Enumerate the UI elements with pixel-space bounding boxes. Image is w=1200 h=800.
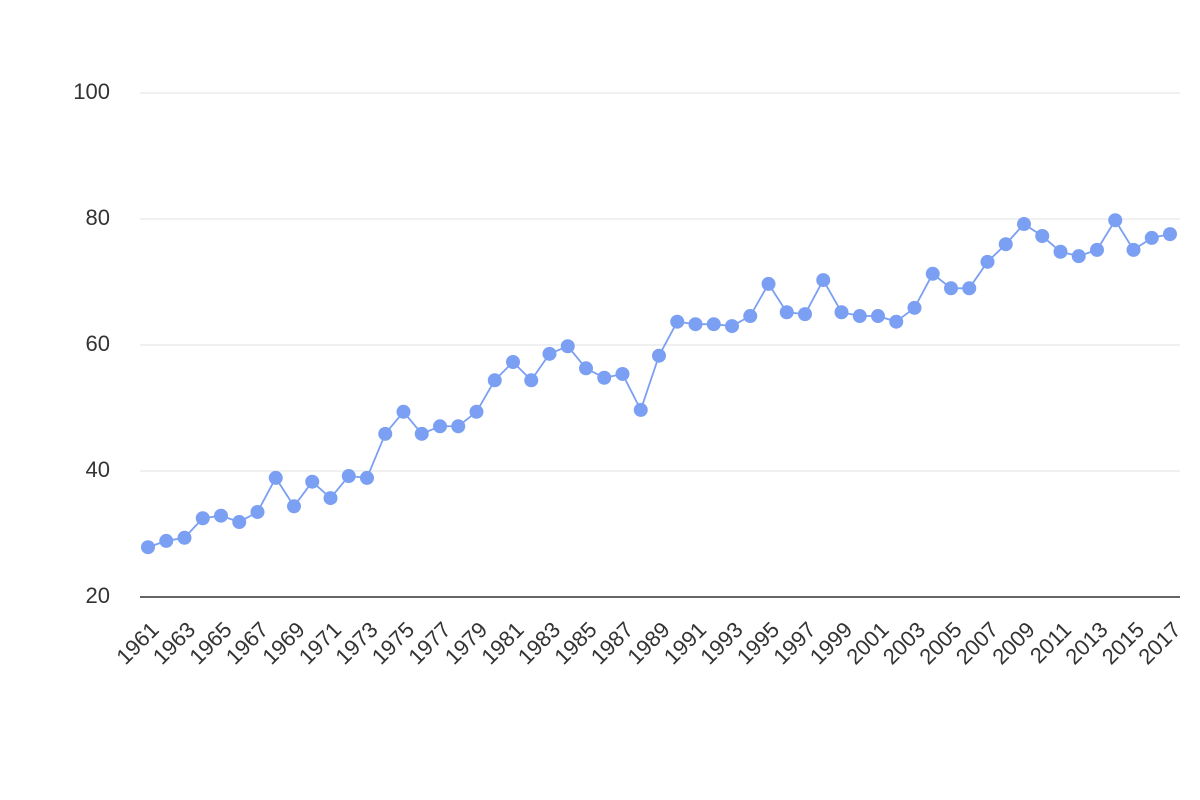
data-point xyxy=(688,317,703,332)
data-point xyxy=(451,419,466,434)
data-point xyxy=(433,419,447,434)
series-line xyxy=(147,218,1171,549)
data-point xyxy=(1108,213,1123,228)
data-point xyxy=(250,504,265,519)
data-point xyxy=(177,530,192,545)
data-point xyxy=(1144,230,1159,245)
data-point xyxy=(706,317,721,332)
data-point xyxy=(615,366,630,381)
data-point xyxy=(323,491,338,506)
data-point xyxy=(944,281,958,296)
data-point xyxy=(779,305,794,320)
data-point xyxy=(871,309,885,324)
data-point xyxy=(725,319,739,334)
data-point xyxy=(980,254,995,269)
x-tick-label: 2017 xyxy=(1133,617,1185,669)
data-point xyxy=(341,469,356,484)
data-point xyxy=(852,309,867,324)
data-point xyxy=(1053,244,1068,259)
y-tick-label: 100 xyxy=(73,79,110,104)
data-point xyxy=(816,273,831,288)
data-point xyxy=(962,281,977,296)
data-point xyxy=(305,474,320,489)
y-tick-label: 80 xyxy=(86,205,110,230)
data-point xyxy=(214,508,228,523)
data-point xyxy=(360,470,374,485)
data-point xyxy=(232,515,247,530)
data-point xyxy=(487,373,502,388)
data-point xyxy=(1163,227,1177,242)
data-point xyxy=(1126,242,1141,257)
data-point xyxy=(670,314,685,329)
data-point xyxy=(141,540,155,555)
data-point xyxy=(1035,229,1050,244)
data-point xyxy=(652,348,666,363)
data-point xyxy=(159,533,174,548)
data-point xyxy=(195,511,210,526)
data-point xyxy=(743,309,758,324)
data-point xyxy=(1071,249,1086,264)
data-point xyxy=(834,305,849,320)
data-point xyxy=(524,373,539,388)
data-point xyxy=(925,266,940,281)
data-point xyxy=(542,346,557,361)
data-point xyxy=(1090,242,1104,257)
data-point xyxy=(633,402,648,417)
data-point xyxy=(414,426,429,441)
data-point xyxy=(1017,217,1031,232)
data-point xyxy=(798,307,812,322)
data-point xyxy=(469,404,484,419)
y-tick-label: 20 xyxy=(86,583,110,608)
data-point xyxy=(907,300,922,315)
data-point xyxy=(579,361,593,376)
data-point xyxy=(287,499,301,514)
data-point xyxy=(889,314,904,329)
data-point xyxy=(378,426,393,441)
data-point xyxy=(597,370,612,385)
data-point xyxy=(560,339,575,354)
data-point xyxy=(998,237,1013,252)
data-point xyxy=(268,470,283,485)
data-point xyxy=(761,276,776,291)
y-tick-label: 60 xyxy=(86,331,110,356)
data-point xyxy=(506,355,520,370)
data-point xyxy=(396,404,411,419)
y-tick-label: 40 xyxy=(86,457,110,482)
